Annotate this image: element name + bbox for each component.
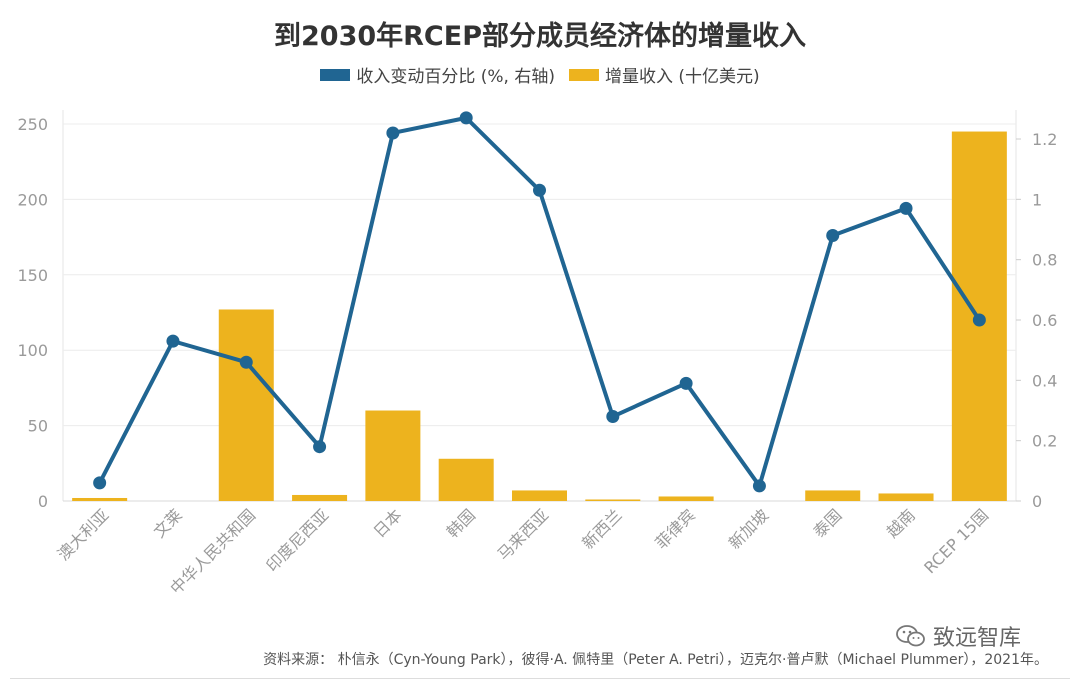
line-point-0 xyxy=(93,476,107,490)
bar-7 xyxy=(585,499,641,501)
bar-6 xyxy=(512,490,567,501)
watermark: 致远智库 xyxy=(895,620,1021,652)
y-right-tick-label: 1.2 xyxy=(1032,130,1057,149)
line-point-1 xyxy=(166,334,180,348)
wechat-icon xyxy=(895,624,927,648)
source-note: 资料来源： 朴信永（Cyn-Young Park），彼得·A. 佩特里（Pete… xyxy=(263,652,1048,668)
line-point-7 xyxy=(606,410,620,424)
line-point-2 xyxy=(239,355,253,369)
x-tick-label: 澳大利亚 xyxy=(54,505,113,564)
chart-title: 到2030年RCEP部分成员经济体的增量收入 xyxy=(274,21,806,52)
x-tick-label: 越南 xyxy=(883,505,919,541)
line-point-3 xyxy=(313,440,327,454)
line-point-8 xyxy=(679,376,693,390)
y-left-tick-label: 150 xyxy=(17,266,48,285)
bar-2 xyxy=(218,309,274,501)
bar-8 xyxy=(658,496,714,501)
y-right-tick-label: 0 xyxy=(1032,492,1042,511)
y-right-tick-label: 1 xyxy=(1032,190,1042,209)
x-tick-label: 新加坡 xyxy=(725,505,772,552)
bar-0 xyxy=(72,497,128,501)
x-tick-label: 韩国 xyxy=(443,505,479,541)
legend: 收入变动百分比 (%, 右轴) 增量收入 (十亿美元) xyxy=(0,62,1080,87)
x-tick-label: 新西兰 xyxy=(578,505,625,552)
divider xyxy=(10,678,1070,679)
line-point-9 xyxy=(752,479,766,493)
legend-item-bar: 增量收入 (十亿美元) xyxy=(568,62,760,87)
y-left-tick-label: 200 xyxy=(17,190,48,209)
x-tick-label: 印度尼西亚 xyxy=(262,505,332,575)
y-right-tick-label: 0.4 xyxy=(1032,371,1057,390)
bar-11 xyxy=(878,493,934,501)
line-point-11 xyxy=(899,201,913,215)
y-left-tick-label: 100 xyxy=(17,341,48,360)
line-point-5 xyxy=(459,111,473,125)
x-tick-label: 日本 xyxy=(370,505,406,541)
y-left-tick-label: 0 xyxy=(38,492,48,511)
x-tick-label: RCEP 15国 xyxy=(920,505,992,577)
bar-4 xyxy=(365,410,421,501)
bar-5 xyxy=(438,458,494,501)
watermark-text: 致远智库 xyxy=(933,626,1022,651)
x-tick-label: 泰国 xyxy=(809,505,845,541)
x-tick-label: 马来西亚 xyxy=(494,505,553,564)
line-point-6 xyxy=(533,183,546,197)
y-right-tick-label: 0.8 xyxy=(1032,251,1057,270)
y-left-tick-label: 50 xyxy=(28,417,48,436)
bar-10 xyxy=(805,490,861,501)
line-point-4 xyxy=(386,126,400,140)
legend-swatch-bar xyxy=(568,68,599,81)
x-tick-label: 文莱 xyxy=(150,505,186,541)
y-left-tick-label: 250 xyxy=(17,115,48,134)
bar-3 xyxy=(292,494,348,501)
y-right-tick-label: 0.6 xyxy=(1032,311,1057,330)
legend-swatch-line xyxy=(320,68,351,81)
legend-label-bar: 增量收入 (十亿美元) xyxy=(604,67,760,87)
x-tick-label: 菲律宾 xyxy=(652,505,699,552)
legend-label-line: 收入变动百分比 (%, 右轴) xyxy=(356,67,555,87)
y-right-tick-label: 0.2 xyxy=(1032,432,1057,451)
line-point-12 xyxy=(972,313,986,327)
legend-item-line: 收入变动百分比 (%, 右轴) xyxy=(320,62,555,87)
line-point-10 xyxy=(826,229,840,243)
